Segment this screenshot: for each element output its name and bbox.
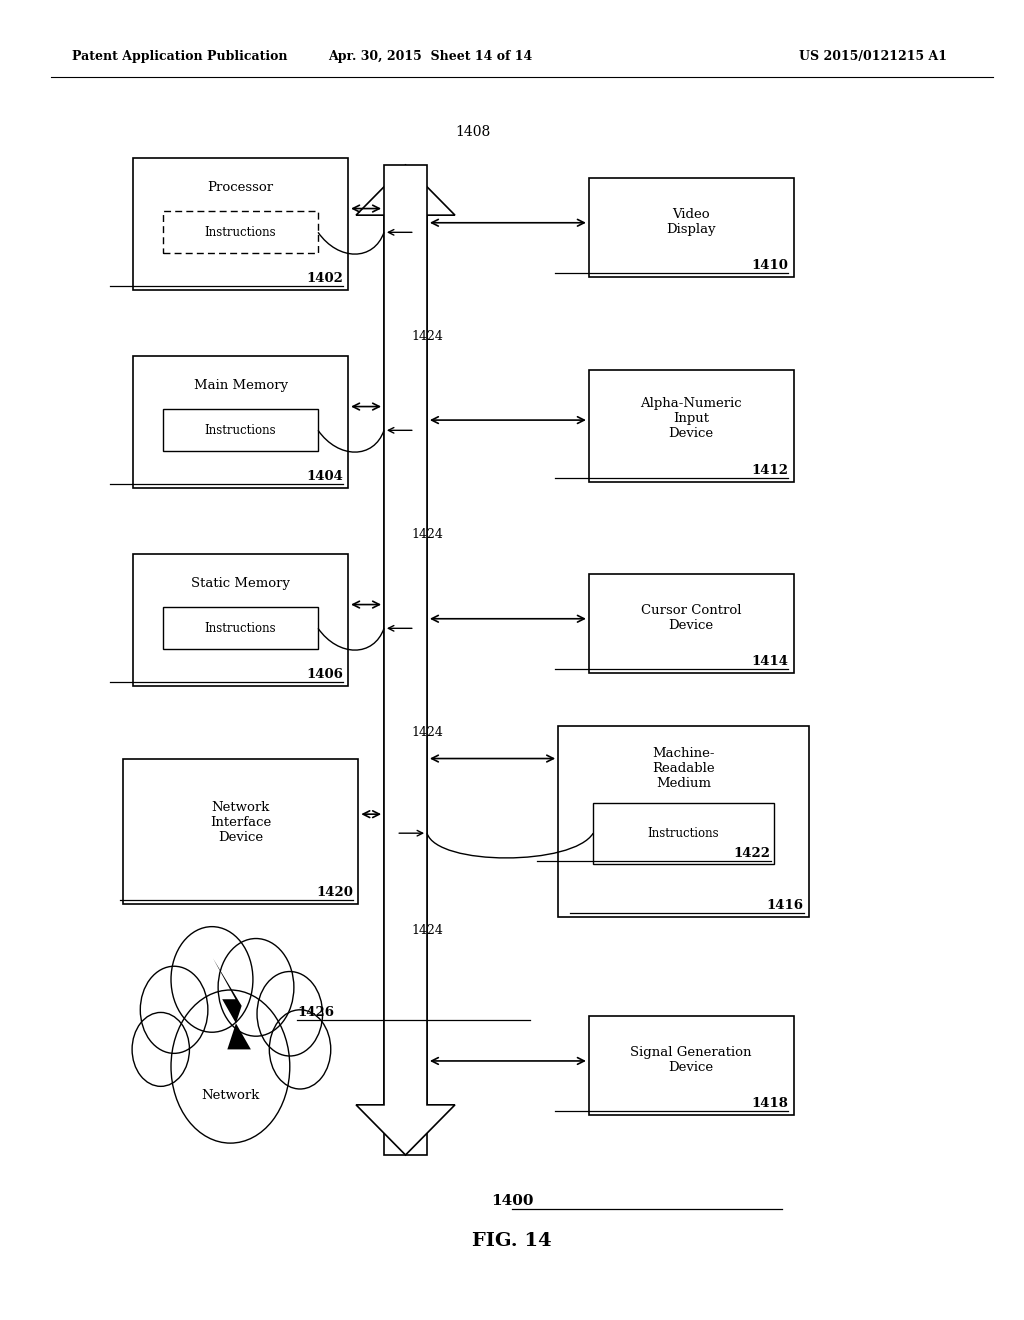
Bar	[133, 356, 348, 488]
Text: 1402: 1402	[306, 272, 343, 285]
Text: 1408: 1408	[456, 124, 490, 139]
Text: Apr. 30, 2015  Sheet 14 of 14: Apr. 30, 2015 Sheet 14 of 14	[328, 50, 532, 63]
Bar	[589, 178, 794, 277]
Bar	[123, 759, 358, 904]
Text: 1414: 1414	[752, 655, 788, 668]
Bar	[133, 158, 348, 290]
Text: Patent Application Publication: Patent Application Publication	[72, 50, 287, 63]
Text: Network
Interface
Device: Network Interface Device	[210, 801, 271, 845]
Text: Instructions: Instructions	[205, 226, 276, 239]
Bar	[163, 211, 318, 253]
Bar	[558, 726, 809, 917]
Text: Main Memory: Main Memory	[194, 379, 288, 392]
Polygon shape	[213, 958, 251, 1049]
Text: 1404: 1404	[306, 470, 343, 483]
Bar	[589, 574, 794, 673]
Text: 1416: 1416	[767, 899, 804, 912]
Text: 1424: 1424	[412, 924, 443, 937]
Text: Cursor Control
Device: Cursor Control Device	[641, 603, 741, 632]
Bar	[593, 803, 774, 863]
Text: 1424: 1424	[412, 528, 443, 541]
Text: Instructions: Instructions	[648, 826, 719, 840]
Text: US 2015/0121215 A1: US 2015/0121215 A1	[799, 50, 947, 63]
Circle shape	[257, 972, 323, 1056]
Bar	[133, 554, 348, 686]
Text: 1400: 1400	[490, 1193, 534, 1208]
Text: Video
Display: Video Display	[667, 207, 716, 236]
Text: 1406: 1406	[306, 668, 343, 681]
Text: 1420: 1420	[316, 886, 353, 899]
Text: Instructions: Instructions	[205, 622, 276, 635]
Circle shape	[171, 927, 253, 1032]
Text: 1418: 1418	[752, 1097, 788, 1110]
Text: Alpha-Numeric
Input
Device: Alpha-Numeric Input Device	[640, 397, 742, 441]
Circle shape	[132, 1012, 189, 1086]
Text: Machine-
Readable
Medium: Machine- Readable Medium	[652, 747, 715, 789]
Text: Instructions: Instructions	[205, 424, 276, 437]
Text: FIG. 14: FIG. 14	[472, 1232, 552, 1250]
Circle shape	[140, 966, 208, 1053]
Bar	[163, 607, 318, 649]
FancyArrow shape	[356, 165, 455, 1155]
Text: 1422: 1422	[734, 847, 771, 859]
Text: 1410: 1410	[752, 259, 788, 272]
Bar	[589, 370, 794, 482]
Text: Static Memory: Static Memory	[191, 577, 290, 590]
Bar	[589, 1016, 794, 1115]
Text: Signal Generation
Device: Signal Generation Device	[631, 1045, 752, 1074]
Text: Network: Network	[201, 1089, 260, 1102]
Text: 1424: 1424	[412, 726, 443, 739]
Circle shape	[269, 1010, 331, 1089]
Text: Processor: Processor	[208, 181, 273, 194]
Text: 1412: 1412	[752, 463, 788, 477]
Bar	[163, 409, 318, 451]
Circle shape	[218, 939, 294, 1036]
Text: 1424: 1424	[412, 330, 443, 343]
FancyArrow shape	[356, 165, 455, 1155]
Circle shape	[171, 990, 290, 1143]
Text: 1426: 1426	[297, 1006, 334, 1019]
